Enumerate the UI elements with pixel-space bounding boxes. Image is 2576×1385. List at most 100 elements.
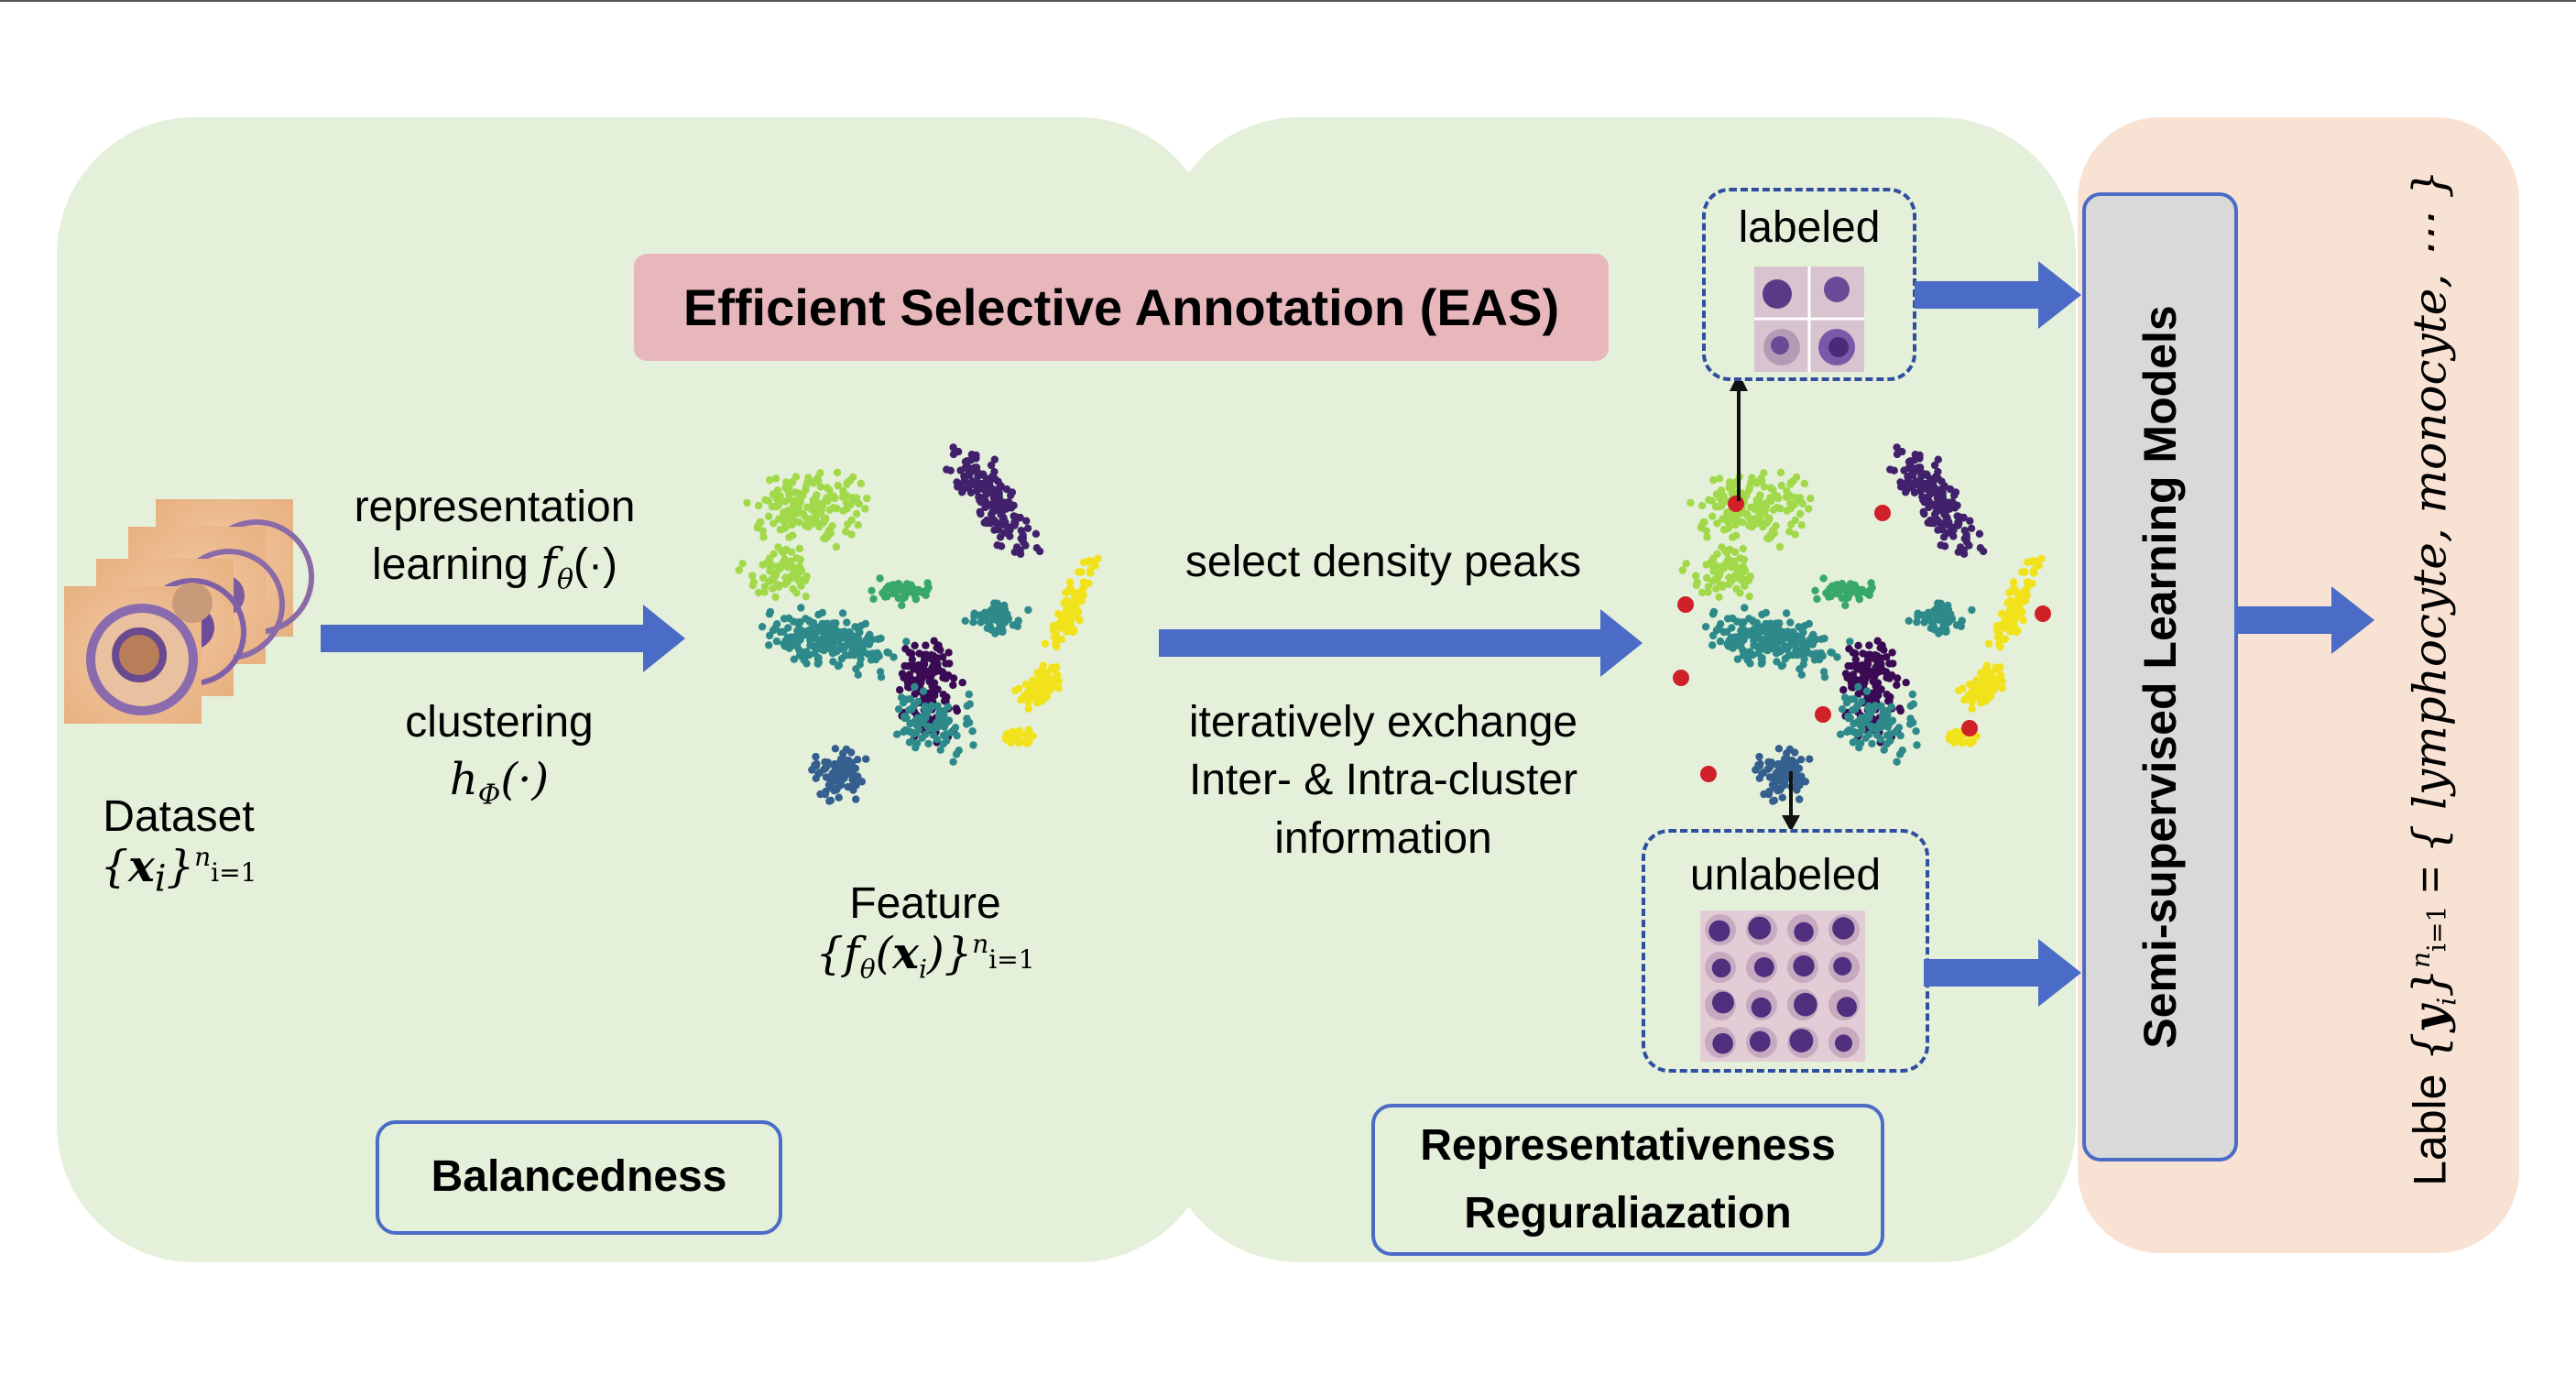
scatter-point — [881, 593, 890, 601]
scatter-point — [1850, 737, 1859, 746]
dataset-images-icon — [64, 499, 314, 724]
scatter-point — [869, 594, 878, 604]
scatter-point — [812, 752, 820, 761]
scatter-point — [1934, 599, 1942, 607]
scatter-point — [1730, 548, 1740, 556]
scatter-point — [969, 618, 977, 627]
scatter-point — [1905, 720, 1915, 728]
scatter-point — [1888, 649, 1896, 657]
scatter-point — [876, 668, 885, 676]
scatter-point — [788, 633, 796, 641]
scatter-point — [848, 473, 857, 482]
scatter-point — [911, 641, 919, 649]
scatter-point — [1841, 670, 1850, 678]
scatter-point — [944, 649, 953, 657]
density-peak-dot — [2035, 605, 2051, 622]
scatter-point — [1756, 511, 1764, 519]
scatter-point — [779, 549, 788, 557]
scatter-point — [979, 470, 988, 478]
scatter-point — [1719, 583, 1727, 591]
scatter-point — [765, 557, 773, 565]
scatter-point — [985, 617, 994, 627]
scatter-point — [1862, 662, 1871, 671]
scatter-point — [876, 574, 884, 583]
scatter-point — [1882, 668, 1891, 676]
scatter-point — [838, 493, 846, 501]
scatter-point — [1746, 573, 1754, 581]
scatter-point — [1783, 629, 1791, 638]
scatter-point — [972, 451, 980, 460]
scatter-point — [1967, 524, 1976, 532]
scatter-point — [1862, 589, 1872, 597]
scatter-point — [847, 748, 856, 757]
scatter-point — [1909, 470, 1917, 479]
scatter-point — [826, 780, 835, 788]
scatter-point — [1725, 573, 1733, 582]
scatter-point — [990, 455, 999, 463]
scatter-point — [933, 702, 942, 710]
scatter-point — [765, 610, 774, 618]
scatter-point — [1767, 496, 1775, 506]
scatter-point — [1772, 522, 1780, 530]
scatter-point — [862, 755, 870, 763]
scatter-point — [1871, 703, 1879, 712]
scatter-point — [1709, 475, 1718, 485]
scatter-point — [898, 601, 906, 610]
cell-nucleus — [1708, 920, 1730, 942]
scatter-point — [1855, 595, 1863, 604]
scatter-point — [1085, 579, 1093, 588]
scatter-point — [1791, 748, 1799, 757]
scatter-point — [1873, 679, 1883, 687]
scatter-point — [2028, 579, 2036, 588]
scatter-point — [1761, 627, 1770, 636]
scatter-point — [1934, 467, 1942, 476]
scatter-point — [1715, 474, 1724, 483]
scatter-point — [968, 727, 977, 736]
scatter-point — [1015, 684, 1023, 692]
scatter-point — [907, 737, 915, 746]
scatter-point — [861, 619, 869, 628]
scatter-point — [1780, 755, 1789, 763]
cell-nucleus — [1751, 997, 1772, 1018]
scatter-point — [987, 626, 995, 634]
scatter-point — [1796, 494, 1805, 502]
scatter-point — [943, 465, 951, 474]
scatter-point — [1016, 513, 1024, 522]
scatter-point — [877, 634, 885, 643]
scatter-point — [1024, 704, 1032, 713]
scatter-point — [996, 623, 1004, 631]
scatter-point — [1998, 684, 2006, 692]
scatter-point — [1769, 506, 1778, 514]
scatter-point — [748, 572, 757, 580]
scatter-point — [1704, 588, 1712, 596]
scatter-point — [1776, 504, 1785, 513]
output-label-container: Lable {yi}ni=1 = { lymphocyte, monocyte,… — [2382, 169, 2483, 1186]
scatter-point — [760, 588, 769, 596]
scatter-point — [1731, 515, 1740, 523]
unlabeled-label: unlabeled — [1689, 851, 1882, 900]
balancedness-label: Balancedness — [431, 1152, 727, 1202]
scatter-point — [987, 461, 996, 470]
scatter-point — [1996, 671, 2004, 680]
scatter-point — [1862, 687, 1872, 695]
scatter-point — [1857, 739, 1865, 747]
ssl-label: Semi-supervised Learning Models — [2134, 305, 2186, 1049]
scatter-point — [775, 583, 783, 591]
scatter-point — [1708, 557, 1717, 565]
scatter-point — [1733, 570, 1741, 578]
scatter-point — [792, 554, 801, 562]
scatter-point — [789, 477, 797, 486]
scatter-point — [2006, 627, 2014, 636]
scatter-point — [842, 770, 850, 779]
scatter-point — [1776, 648, 1785, 656]
scatter-point — [1757, 644, 1765, 652]
scatter-point — [831, 745, 840, 753]
scatter-point — [1908, 690, 1916, 699]
scatter-point — [1966, 694, 1975, 703]
scatter-point — [787, 548, 796, 556]
scatter-point — [1880, 746, 1888, 754]
scatter-point — [1021, 541, 1030, 550]
scatter-point — [909, 676, 918, 684]
scatter-point — [1927, 518, 1935, 528]
scatter-point — [854, 625, 862, 633]
